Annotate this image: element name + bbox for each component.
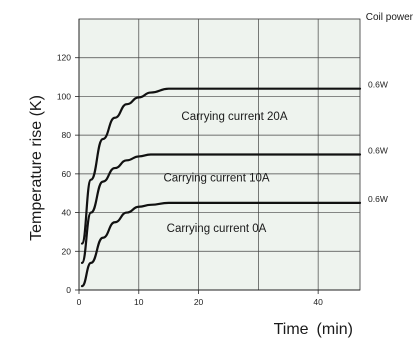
series-line-2 [80, 201, 362, 288]
series-label-1: Carrying current 10A [163, 173, 269, 185]
coil-power-label-2: 0.6W [368, 194, 388, 204]
coil-power-label-0: 0.6W [368, 80, 388, 90]
x-tick-label: 10 [134, 297, 144, 307]
x-tick-label: 40 [313, 297, 323, 307]
series-annotations: Carrying current 20A Carrying current 10A… [163, 111, 287, 235]
series-line-1 [80, 153, 362, 264]
axes [78, 19, 360, 291]
x-tick-label: 0 [77, 297, 82, 307]
y-tick-label: 100 [57, 91, 71, 101]
y-tick-label: 20 [62, 246, 72, 256]
coil-power-legend-title: Coil power [366, 12, 414, 23]
y-tick-label: 120 [57, 53, 71, 63]
y-tick-label: 40 [62, 208, 72, 218]
coil-power-label-1: 0.6W [368, 146, 388, 156]
series-lines [80, 87, 362, 288]
y-axis-title: Temperature rise (K) [28, 95, 45, 241]
series-label-0: Carrying current 20A [181, 111, 287, 123]
x-tick-label: 20 [194, 297, 204, 307]
y-tick-label: 60 [62, 169, 72, 179]
series-label-2: Carrying current 0A [167, 223, 267, 235]
series-line-0 [80, 87, 362, 245]
x-axis-title: Time (min) [274, 321, 353, 338]
y-tick-label: 0 [66, 285, 71, 295]
coil-power-labels: 0.6W 0.6W 0.6W [368, 80, 388, 204]
y-tick-labels: 0 20 40 60 80 100 120 [57, 53, 79, 295]
x-tick-labels: 0 10 20 40 [77, 290, 323, 307]
grid-lines [79, 19, 360, 290]
y-tick-label: 80 [62, 130, 72, 140]
